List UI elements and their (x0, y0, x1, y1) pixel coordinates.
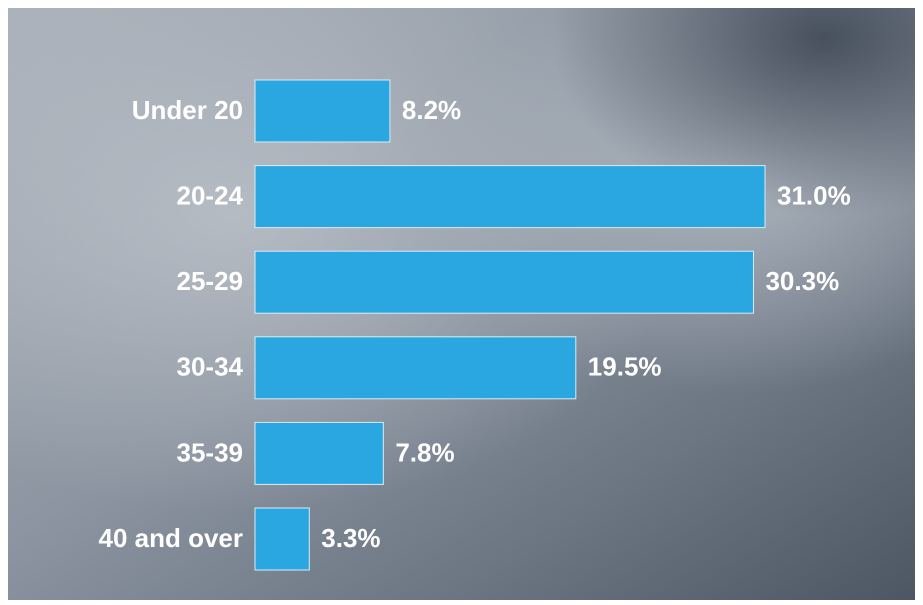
category-label: 40 and over (98, 523, 243, 553)
value-label: 31.0% (777, 180, 851, 210)
bar (255, 251, 753, 313)
value-label: 7.8% (395, 437, 454, 467)
category-label: Under 20 (132, 95, 243, 125)
bar (255, 166, 765, 228)
category-label: 25-29 (177, 266, 244, 296)
category-label: 30-34 (177, 352, 244, 382)
value-label: 8.2% (402, 95, 461, 125)
bar (255, 337, 576, 399)
chart: Under 20 8.2% 20-24 31.0% 25-29 30.3% 30-34 19.… (0, 0, 923, 605)
value-label: 30.3% (765, 266, 839, 296)
value-label: 19.5% (588, 352, 662, 382)
value-label: 3.3% (321, 523, 380, 553)
category-label: 35-39 (177, 437, 244, 467)
category-label: 20-24 (177, 180, 244, 210)
page: Under 20 8.2% 20-24 31.0% 25-29 30.3% 30-34 19.… (0, 0, 923, 605)
bar (255, 508, 309, 570)
bar (255, 422, 383, 484)
bar (255, 80, 390, 142)
